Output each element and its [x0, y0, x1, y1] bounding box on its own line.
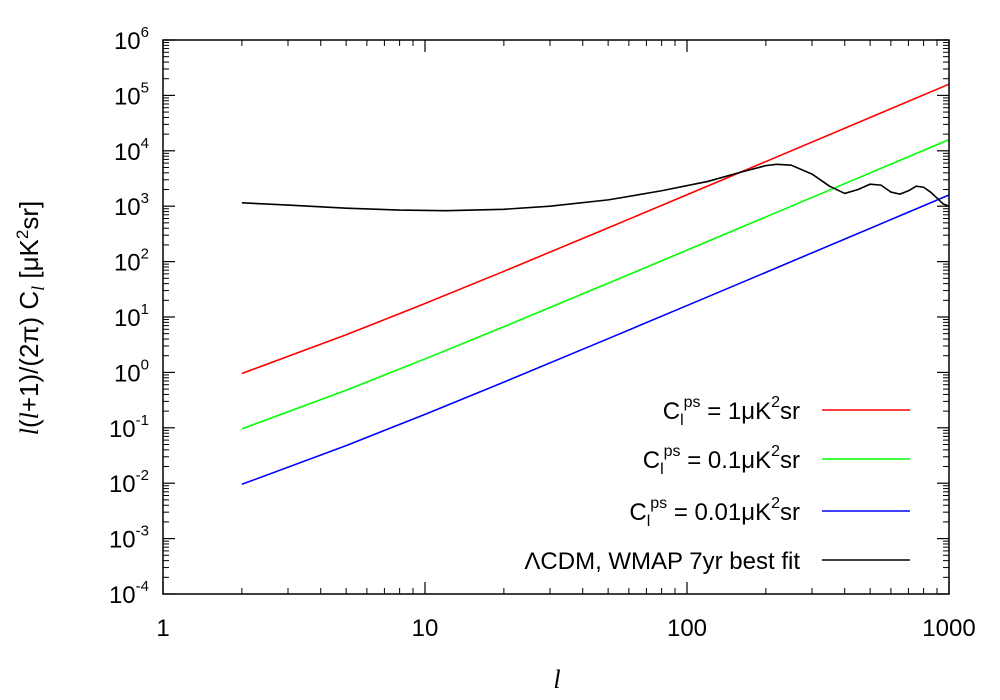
y-axis-label: l(l+1)/(2π) Cl [μK2sr] — [13, 201, 48, 436]
y-label-p3: [μK — [14, 238, 44, 285]
series-line-2 — [241, 138, 950, 430]
y-label-sub: l — [28, 286, 48, 291]
series-line-4 — [241, 163, 950, 212]
legend-label-4: ΛCDM, WMAP 7yr best fit — [524, 548, 800, 575]
plot-frame — [162, 39, 950, 595]
y-tick-label: 101 — [114, 301, 149, 332]
y-tick-label: 103 — [114, 190, 149, 221]
series-line-1 — [241, 83, 950, 375]
y-label-sup: 2 — [13, 230, 32, 239]
x-tick-label: 10 — [412, 615, 439, 642]
x-tick-label: 100 — [667, 615, 707, 642]
y-label-l2: l — [15, 412, 44, 419]
x-axis-label: l — [553, 665, 560, 694]
series-lines — [241, 83, 950, 486]
series-line-3 — [241, 194, 950, 486]
y-tick-label: 106 — [114, 24, 149, 55]
x-tick-label: 1 — [156, 615, 169, 642]
y-tick-label: 104 — [114, 135, 149, 166]
y-tick-label: 10-3 — [109, 523, 149, 554]
legend-label-1: Clps = 1μK2sr — [663, 394, 800, 429]
y-tick-label: 10-2 — [109, 467, 149, 498]
legend-label-2: Clps = 0.1μK2sr — [643, 443, 800, 478]
y-tick-label: 105 — [114, 79, 149, 110]
axis-ticks: 1 10 100 1000 10-4 10-3 10-2 10-1 100 101 102 103 10… — [109, 24, 976, 642]
y-tick-label: 10-4 — [109, 578, 149, 609]
y-tick-label: 102 — [114, 246, 149, 277]
legend: Clps = 1μK2sr Clps = 0.1μK2sr Clps = 0.01μ… — [524, 394, 910, 575]
y-label-p4: sr] — [14, 201, 44, 230]
y-label-p1: ( — [14, 419, 44, 428]
x-tick-label: 1000 — [922, 615, 975, 642]
legend-label-3: Clps = 0.01μK2sr — [629, 495, 800, 530]
y-tick-label: 100 — [114, 356, 149, 387]
y-label-l1: l — [15, 428, 44, 435]
y-label-p2: +1)/(2π) C — [14, 291, 44, 412]
y-tick-label: 10-1 — [109, 412, 149, 443]
